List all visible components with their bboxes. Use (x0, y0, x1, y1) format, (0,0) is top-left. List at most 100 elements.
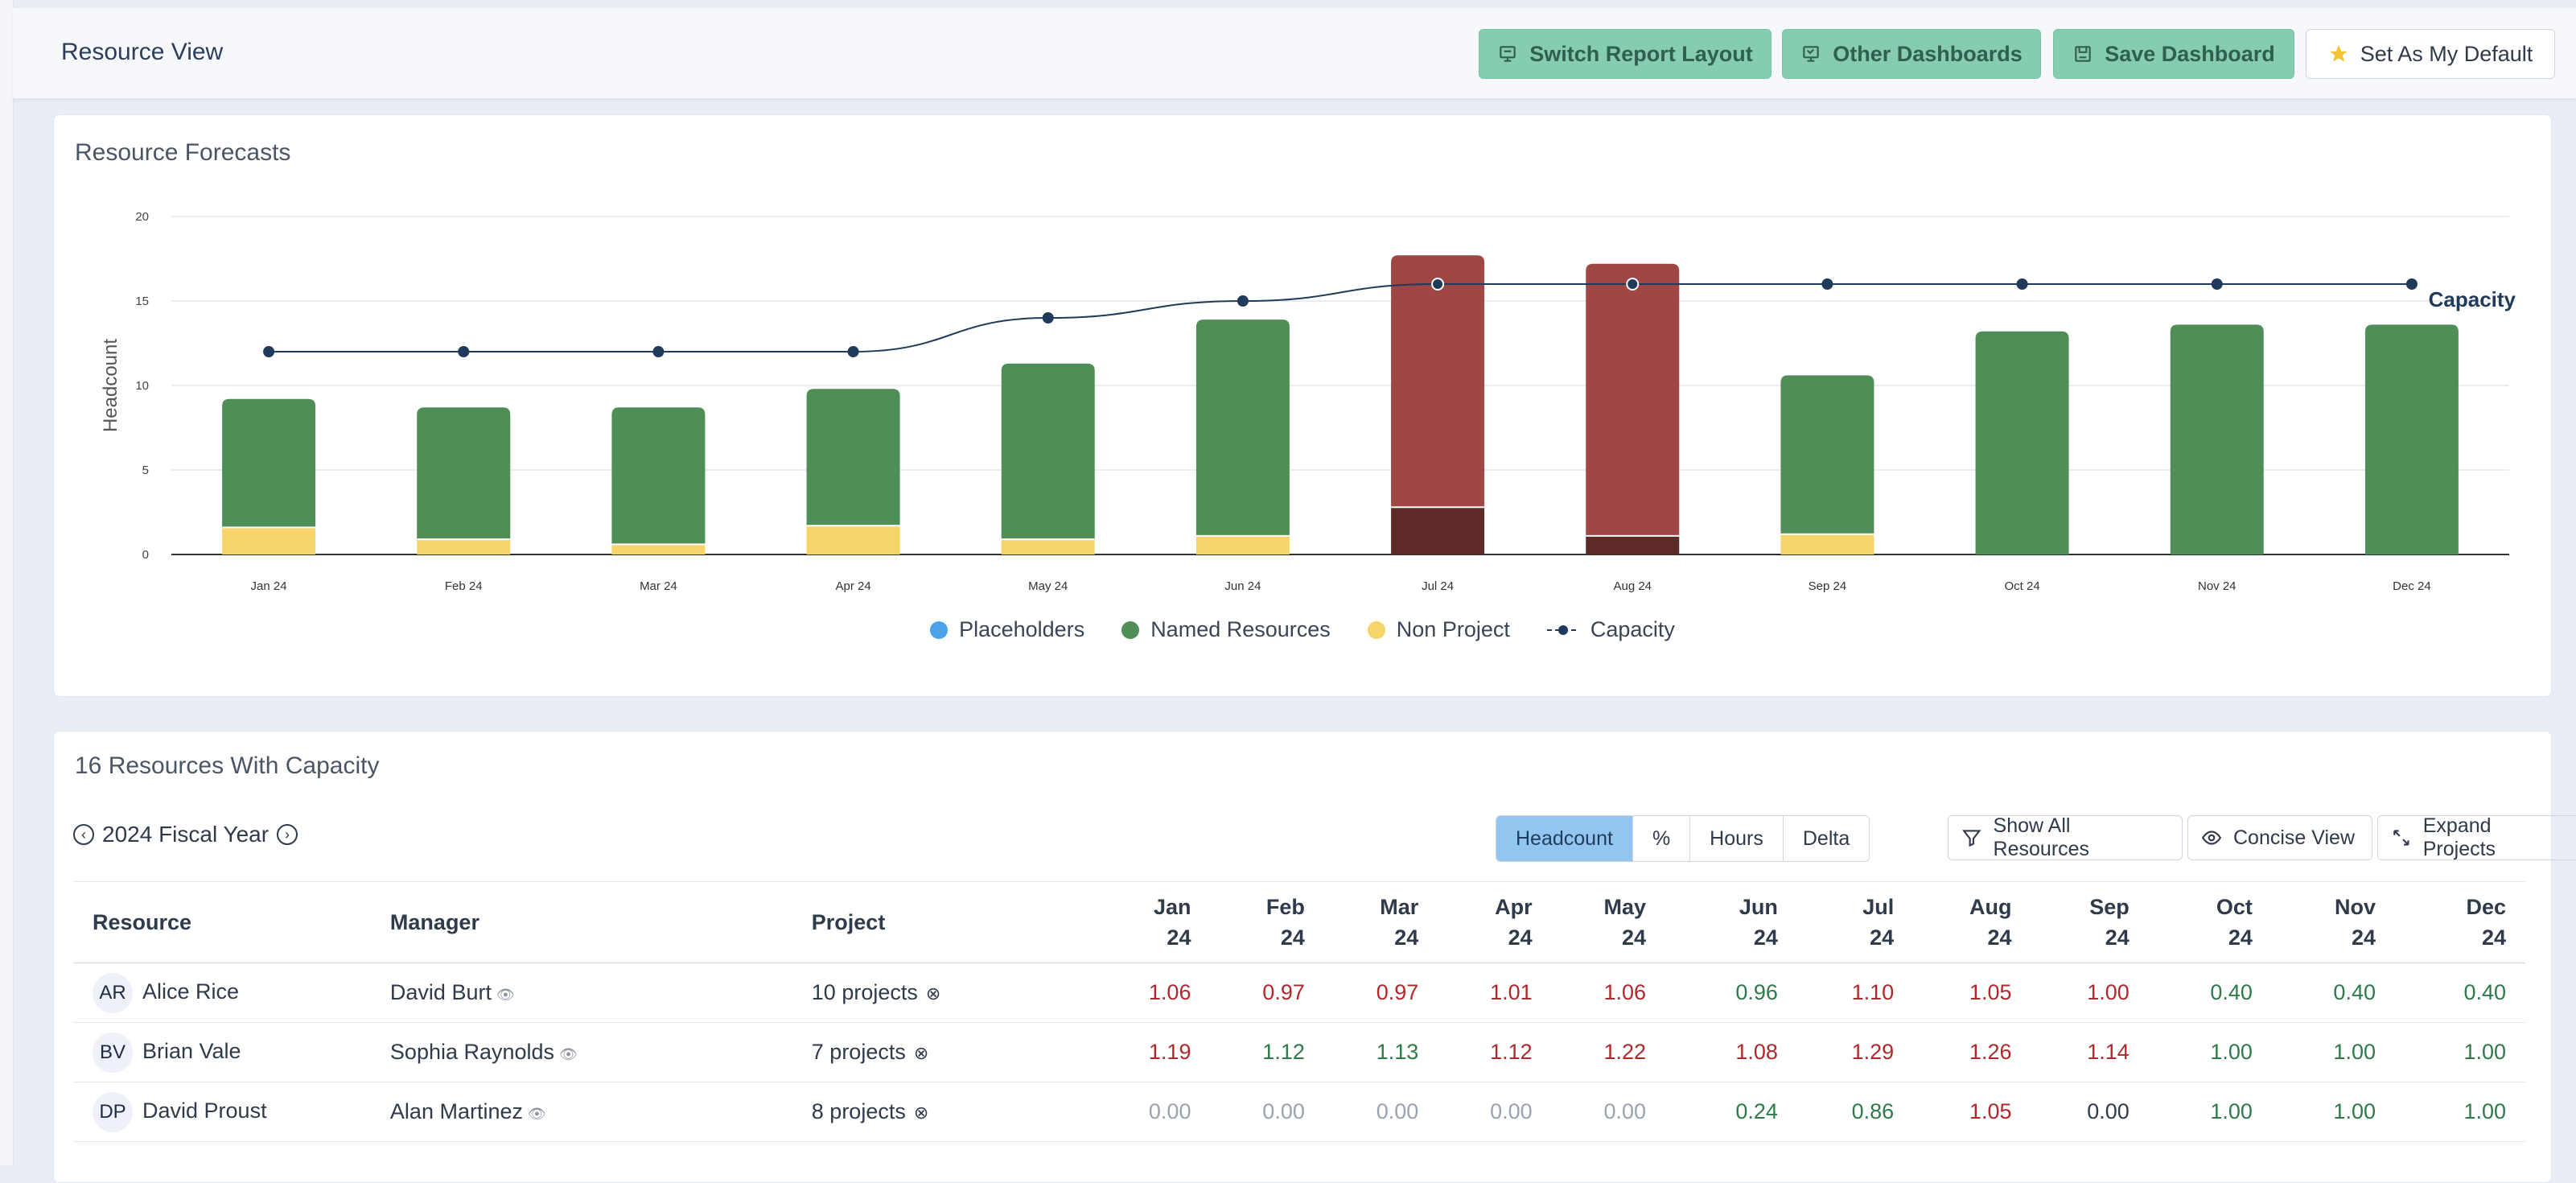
month-value-cell[interactable]: 0.00 (2031, 1082, 2149, 1142)
month-value-cell[interactable]: 1.00 (2394, 1082, 2525, 1142)
month-value-cell[interactable]: 0.24 (1665, 1082, 1797, 1142)
month-value-cell[interactable]: 1.10 (1796, 962, 1914, 1023)
table-row[interactable]: DP David Proust Alan Martinez 👁 8 projects ⊗ 0… (73, 1082, 2525, 1142)
tab-headcount[interactable]: Headcount (1496, 816, 1633, 861)
column-month[interactable]: Jun 24 (1665, 881, 1797, 963)
x-tick-label: Oct 24 (2004, 579, 2039, 593)
switch-report-layout-button[interactable]: Switch Report Layout (1479, 29, 1772, 79)
column-month[interactable]: Oct 24 (2148, 881, 2272, 963)
month-value-cell[interactable]: 1.05 (1913, 962, 2031, 1023)
month-value-cell[interactable]: 0.97 (1210, 962, 1324, 1023)
month-value-cell[interactable]: 1.01 (1438, 962, 1552, 1023)
resource-name[interactable]: David Proust (142, 1098, 267, 1123)
month-value-cell[interactable]: 1.14 (2031, 1022, 2149, 1082)
eye-icon[interactable]: 👁 (559, 1046, 578, 1062)
non-project-bar (1195, 535, 1290, 554)
month-value-cell[interactable]: 0.40 (2394, 962, 2525, 1023)
column-month[interactable]: May 24 (1551, 881, 1666, 963)
column-month[interactable]: Mar 24 (1323, 881, 1438, 963)
named-resources-bar (1586, 263, 1680, 536)
month-value-cell[interactable]: 0.00 (1323, 1082, 1438, 1142)
expand-projects-icon[interactable]: ⊗ (913, 1103, 929, 1123)
project-count[interactable]: 8 projects (811, 1099, 906, 1123)
named-resources-bar (2364, 324, 2459, 554)
legend-placeholders[interactable]: Placeholders (930, 617, 1084, 642)
expand-projects-icon[interactable]: ⊗ (913, 1043, 929, 1063)
avatar: BV (93, 1032, 133, 1073)
legend-non-project[interactable]: Non Project (1367, 617, 1510, 642)
column-month[interactable]: Sep 24 (2031, 881, 2149, 963)
month-value-cell[interactable]: 0.96 (1665, 962, 1797, 1023)
eye-icon[interactable]: 👁 (528, 1106, 546, 1122)
month-value-cell[interactable]: 0.00 (1210, 1082, 1324, 1142)
legend-named-resources[interactable]: Named Resources (1121, 617, 1331, 642)
month-value-cell[interactable]: 0.40 (2271, 962, 2395, 1023)
manager-cell: Alan Martinez 👁 (389, 1082, 812, 1142)
concise-view-button[interactable]: Concise View (2187, 815, 2372, 860)
month-value-cell[interactable]: 1.05 (1913, 1082, 2031, 1142)
capacity-label: Capacity (2429, 287, 2516, 311)
non-project-bar (1586, 535, 1680, 554)
month-value-cell[interactable]: 1.00 (2031, 962, 2149, 1023)
x-tick-label: Sep 24 (1809, 579, 1847, 593)
month-value-cell[interactable]: 0.00 (1097, 1082, 1211, 1142)
legend-capacity[interactable]: Capacity (1546, 617, 1675, 642)
month-value-cell[interactable]: 1.12 (1210, 1022, 1324, 1082)
show-all-resources-button[interactable]: Show All Resources (1948, 814, 2183, 860)
month-value-cell[interactable]: 0.86 (1796, 1082, 1914, 1142)
month-value-cell[interactable]: 1.13 (1323, 1022, 1438, 1082)
manager-name[interactable]: Alan Martinez (389, 1099, 523, 1123)
expand-projects-icon[interactable]: ⊗ (925, 983, 941, 1004)
month-value-cell[interactable]: 1.06 (1551, 962, 1666, 1023)
month-value-cell[interactable]: 1.00 (2271, 1082, 2395, 1142)
y-tick-label: 0 (142, 548, 149, 562)
month-value-cell[interactable]: 0.00 (1438, 1082, 1552, 1142)
expand-projects-button[interactable]: Expand Projects (2377, 814, 2576, 860)
column-month[interactable]: Jan 24 (1097, 881, 1211, 963)
month-value-cell[interactable]: 1.22 (1551, 1022, 1666, 1082)
set-as-default-button[interactable]: Set As My Default (2306, 29, 2555, 79)
column-month[interactable]: Apr 24 (1438, 881, 1552, 963)
tab-delta[interactable]: Delta (1802, 826, 1850, 850)
chevron-left-icon[interactable]: ‹ (73, 824, 94, 845)
manager-name[interactable]: Sophia Raynolds (389, 1040, 555, 1064)
capacity-point (2211, 278, 2223, 290)
column-manager[interactable]: Manager (389, 881, 812, 963)
manager-name[interactable]: David Burt (389, 980, 492, 1004)
project-count[interactable]: 7 projects (811, 1040, 906, 1064)
column-month[interactable]: Feb 24 (1210, 881, 1324, 963)
resource-name[interactable]: Alice Rice (142, 979, 240, 1004)
table-row[interactable]: BV Brian Vale Sophia Raynolds 👁 7 projects ⊗ 1… (73, 1022, 2525, 1082)
save-dashboard-button[interactable]: Save Dashboard (2053, 29, 2294, 79)
month-value-cell[interactable]: 1.19 (1097, 1022, 1211, 1082)
month-value-cell[interactable]: 1.00 (2148, 1082, 2272, 1142)
chevron-right-icon[interactable]: › (277, 824, 298, 845)
y-axis-label: Headcount (100, 339, 121, 432)
other-dashboards-button[interactable]: Other Dashboards (1782, 29, 2041, 79)
month-value-cell[interactable]: 1.00 (2394, 1022, 2525, 1082)
month-value-cell[interactable]: 0.40 (2148, 962, 2272, 1023)
month-value-cell[interactable]: 1.29 (1796, 1022, 1914, 1082)
column-month[interactable]: Nov 24 (2271, 881, 2395, 963)
month-value-cell[interactable]: 1.06 (1097, 962, 1211, 1023)
column-month[interactable]: Dec 24 (2394, 881, 2525, 963)
column-project[interactable]: Project (811, 881, 1097, 963)
column-month[interactable]: Jul 24 (1796, 881, 1914, 963)
month-value-cell[interactable]: 1.26 (1913, 1022, 2031, 1082)
table-row[interactable]: AR Alice Rice David Burt 👁 10 projects ⊗ 1.06 0… (73, 962, 2525, 1023)
tab-percent[interactable]: % (1633, 816, 1691, 861)
x-tick-label: Mar 24 (640, 579, 677, 593)
resource-name[interactable]: Brian Vale (142, 1038, 241, 1063)
column-month[interactable]: Aug 24 (1913, 881, 2031, 963)
month-value-cell[interactable]: 1.08 (1665, 1022, 1797, 1082)
eye-icon[interactable]: 👁 (496, 987, 515, 1003)
month-value-cell[interactable]: 1.12 (1438, 1022, 1552, 1082)
tab-hours[interactable]: Hours (1690, 816, 1784, 861)
month-value-cell[interactable]: 1.00 (2271, 1022, 2395, 1082)
column-resource[interactable]: Resource (73, 881, 390, 963)
resource-cell: DP David Proust (73, 1082, 390, 1142)
month-value-cell[interactable]: 0.97 (1323, 962, 1438, 1023)
month-value-cell[interactable]: 0.00 (1551, 1082, 1666, 1142)
project-count[interactable]: 10 projects (811, 980, 918, 1004)
month-value-cell[interactable]: 1.00 (2148, 1022, 2272, 1082)
